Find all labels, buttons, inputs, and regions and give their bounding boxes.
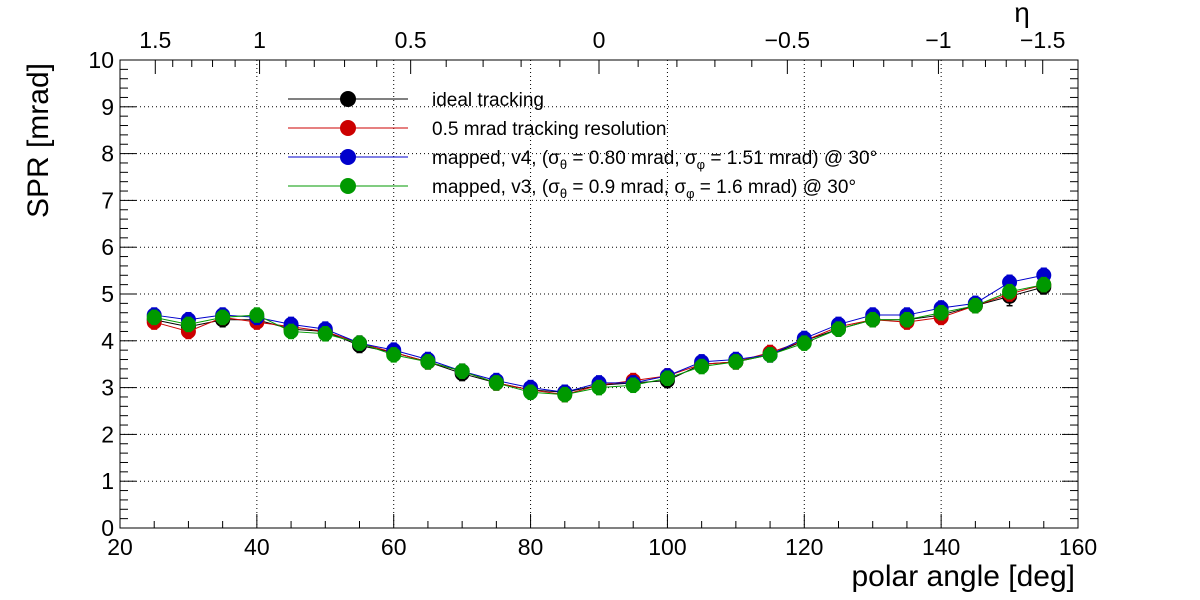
top-tick-label: 0.5 [395, 27, 427, 53]
data-point [796, 335, 812, 351]
data-point [386, 347, 402, 363]
axes: 20 40 60 80 100 120 140 160 0 1 2 3 4 5 6 7 8 9 10 1.5 1 0.5 0… [88, 27, 1097, 560]
top-tick-label: 1.5 [139, 27, 171, 53]
legend-label: 0.5 mrad tracking resolution [432, 119, 666, 140]
legend-label: mapped, v4, (σθ = 0.80 mrad, σφ = 1.51 m… [432, 148, 877, 172]
data-point [728, 354, 744, 370]
y-tick-label: 9 [101, 94, 114, 120]
data-point [488, 375, 504, 391]
legend-entry-2: mapped, v4, (σθ = 0.80 mrad, σφ = 1.51 m… [288, 148, 877, 172]
x-tick-label: 120 [785, 534, 823, 560]
legend-entry-3: mapped, v3, (σθ = 0.9 mrad, σφ = 1.6 mra… [288, 177, 856, 201]
y-tick-label: 3 [101, 375, 114, 401]
data-point [899, 312, 915, 328]
data-point [317, 326, 333, 342]
x-tick-label: 40 [244, 534, 270, 560]
top-axis-title: η [1014, 0, 1030, 28]
data-point [420, 354, 436, 370]
series-3 [146, 276, 1052, 403]
data-series [146, 267, 1052, 403]
data-point [454, 363, 470, 379]
data-point [762, 347, 778, 363]
y-axis-title: SPR [mrad] [22, 63, 55, 218]
legend-marker [340, 120, 356, 136]
x-axis-title: polar angle [deg] [851, 560, 1075, 593]
y-tick-label: 5 [101, 281, 114, 307]
data-point [967, 298, 983, 314]
data-point [865, 312, 881, 328]
legend-entry-0: ideal tracking [288, 90, 544, 111]
legend-label: ideal tracking [432, 90, 544, 111]
y-tick-label: 2 [101, 421, 114, 447]
data-point [283, 323, 299, 339]
y-tick-label: 8 [101, 141, 114, 167]
y-tick-label: 10 [88, 47, 114, 73]
data-point [1036, 277, 1052, 293]
data-point [831, 321, 846, 337]
top-tick-label: −0.5 [765, 27, 810, 53]
y-tick-label: 7 [101, 187, 114, 213]
y-tick-label: 0 [101, 515, 114, 541]
x-tick-label: 160 [1059, 534, 1097, 560]
data-point [352, 335, 367, 351]
top-tick-label: −1 [925, 27, 951, 53]
data-point [933, 305, 949, 321]
data-point [180, 316, 196, 332]
data-point [591, 380, 607, 396]
data-point [694, 359, 710, 375]
top-tick-label: −1.5 [1020, 27, 1065, 53]
legend-marker [340, 178, 356, 194]
data-point [146, 309, 162, 325]
data-point [1002, 284, 1018, 300]
data-point [557, 387, 573, 403]
x-tick-label: 60 [381, 534, 407, 560]
legend: ideal tracking 0.5 mrad tracking resoluti… [288, 90, 877, 201]
data-point [659, 370, 675, 386]
legend-entry-1: 0.5 mrad tracking resolution [288, 119, 666, 140]
legend-marker [340, 149, 356, 165]
x-tick-label: 100 [648, 534, 686, 560]
data-point [625, 377, 641, 393]
y-tick-label: 4 [101, 328, 114, 354]
x-tick-label: 140 [922, 534, 960, 560]
data-point [215, 309, 231, 325]
x-tick-label: 20 [107, 534, 133, 560]
top-tick-label: 0 [593, 27, 606, 53]
legend-label: mapped, v3, (σθ = 0.9 mrad, σφ = 1.6 mra… [432, 177, 856, 201]
legend-marker [340, 91, 356, 107]
x-tick-label: 80 [518, 534, 544, 560]
y-tick-label: 1 [101, 468, 114, 494]
data-point [249, 307, 265, 323]
top-tick-label: 1 [253, 27, 266, 53]
y-tick-label: 6 [101, 234, 114, 260]
data-point [523, 384, 539, 400]
